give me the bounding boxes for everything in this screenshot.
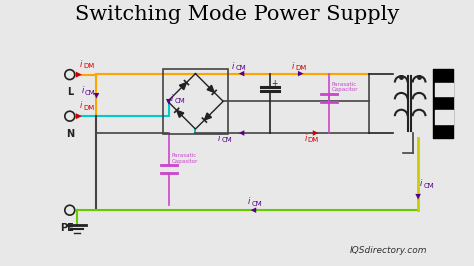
Polygon shape <box>177 110 184 117</box>
Text: i: i <box>218 134 220 143</box>
Text: CM: CM <box>251 201 262 207</box>
Text: N: N <box>66 129 74 139</box>
Text: i: i <box>292 62 294 71</box>
Text: i: i <box>82 86 84 95</box>
Text: CM: CM <box>85 90 96 96</box>
Text: i: i <box>420 179 422 188</box>
Text: i: i <box>248 197 250 206</box>
Polygon shape <box>204 113 211 120</box>
Text: Switching Mode Power Supply: Switching Mode Power Supply <box>75 5 399 24</box>
Text: CM: CM <box>236 65 246 71</box>
Text: CM: CM <box>174 98 185 104</box>
Text: i: i <box>232 62 235 71</box>
Text: DM: DM <box>308 138 319 143</box>
Text: i: i <box>304 134 307 143</box>
Text: CM: CM <box>222 138 232 143</box>
Text: i: i <box>80 101 82 110</box>
Text: L: L <box>67 88 73 97</box>
Text: i: i <box>80 60 82 69</box>
Text: DM: DM <box>83 105 94 111</box>
Text: PE: PE <box>60 223 73 233</box>
Text: IQSdirectory.com: IQSdirectory.com <box>350 246 427 255</box>
Text: +: + <box>272 79 278 88</box>
Polygon shape <box>179 82 186 90</box>
Text: CM: CM <box>424 183 434 189</box>
Text: DM: DM <box>83 63 94 69</box>
Text: i: i <box>171 94 173 103</box>
Polygon shape <box>207 85 214 92</box>
Text: Parasatic
Capasitor: Parasatic Capasitor <box>172 153 198 164</box>
Text: Parasatic
Capacitor: Parasatic Capacitor <box>332 82 358 92</box>
Bar <box>163 69 228 134</box>
Text: DM: DM <box>295 65 306 71</box>
